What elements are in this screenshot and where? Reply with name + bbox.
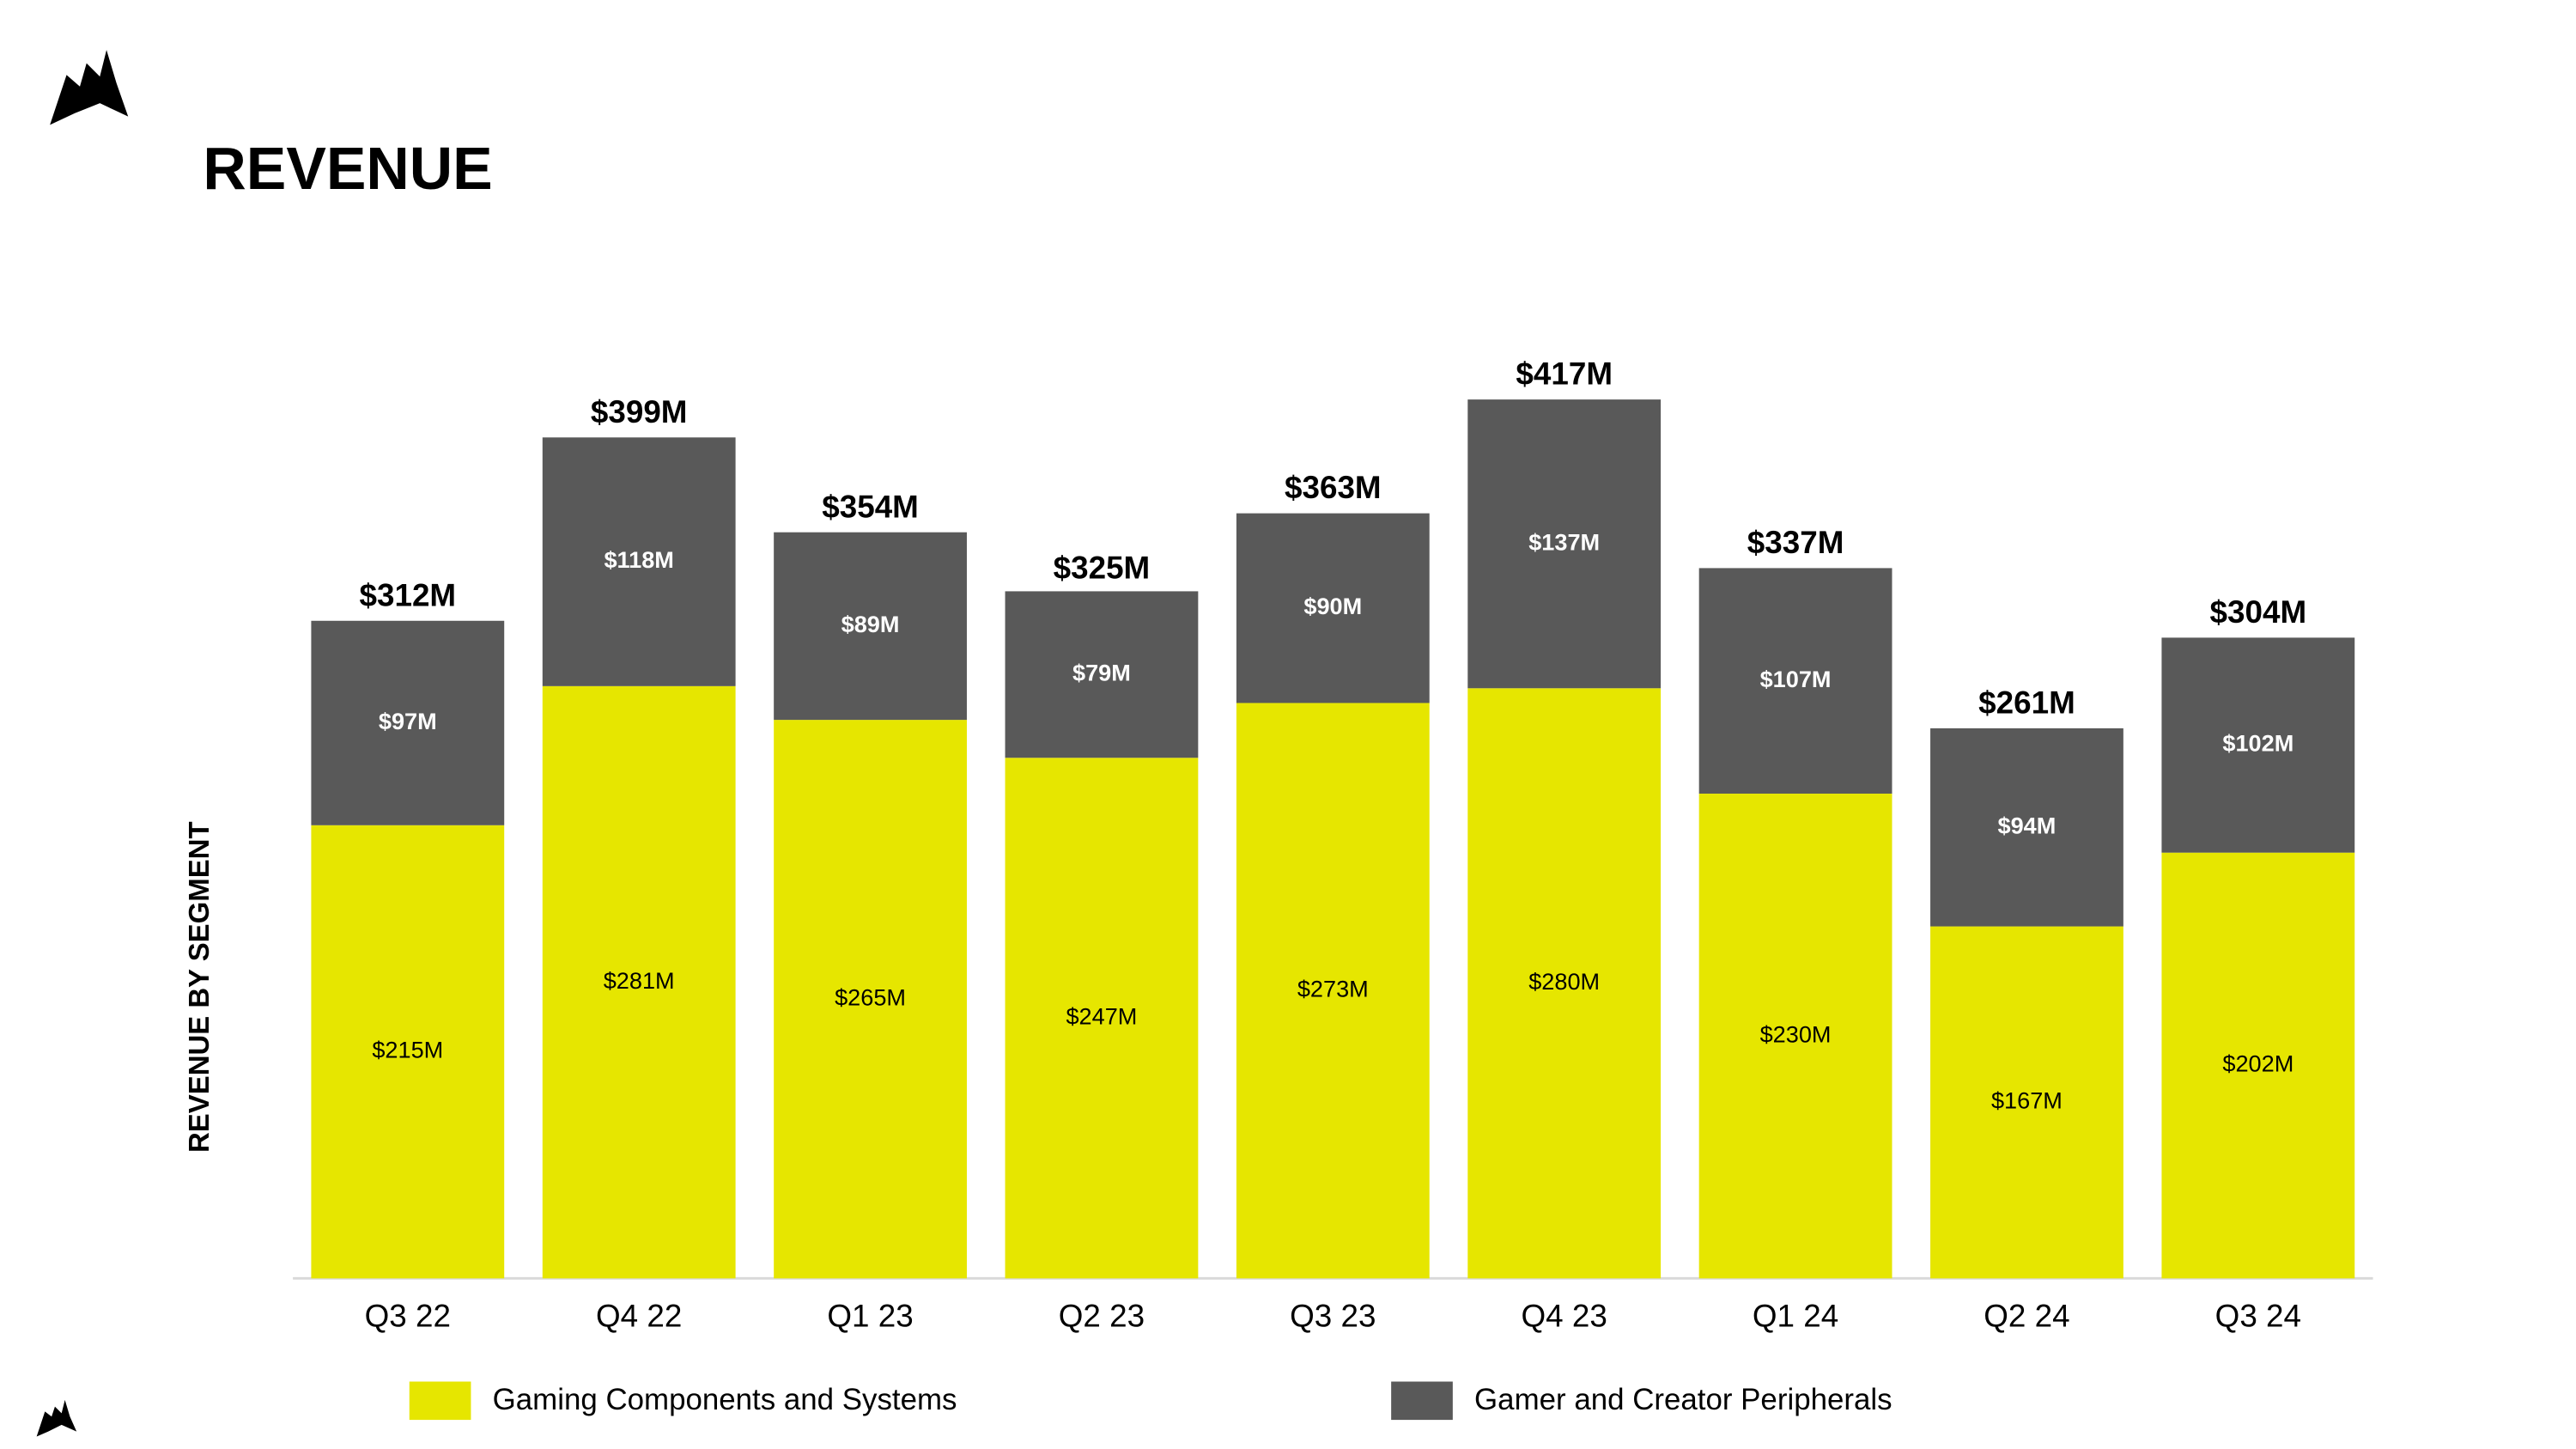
data-label: $230M	[1760, 1020, 1832, 1047]
bar-segment	[1930, 728, 2123, 927]
data-label: $265M	[835, 983, 906, 1010]
x-tick-label: Q3 22	[365, 1299, 451, 1334]
data-label: $281M	[604, 967, 675, 994]
total-label: $304M	[2210, 594, 2307, 630]
bar-segment	[1467, 399, 1662, 689]
legend-label: Gamer and Creator Peripherals	[1474, 1383, 1893, 1416]
bar-segment	[2161, 852, 2355, 1279]
x-tick-label: Q3 24	[2215, 1299, 2301, 1334]
data-label: $118M	[604, 546, 673, 573]
data-label: $79M	[1072, 660, 1131, 686]
bar-segment	[311, 825, 505, 1279]
x-tick-label: Q1 23	[827, 1299, 913, 1334]
data-label: $90M	[1303, 593, 1362, 619]
x-tick-label: Q2 23	[1059, 1299, 1145, 1334]
x-tick-label: Q3 23	[1290, 1299, 1376, 1334]
legend-label: Gaming Components and Systems	[493, 1383, 957, 1416]
data-label: $202M	[2222, 1050, 2293, 1077]
total-label: $354M	[822, 489, 919, 524]
total-label: $325M	[1054, 550, 1151, 585]
bar-segment	[1236, 513, 1430, 703]
chart-title: REVENUE	[203, 135, 492, 202]
total-label: $337M	[1747, 525, 1844, 560]
bar-segment	[1698, 568, 1893, 794]
total-label: $417M	[1516, 356, 1613, 392]
data-label: $89M	[841, 611, 900, 637]
total-label: $261M	[1978, 685, 2075, 720]
y-axis-label: REVENUE BY SEGMENT	[183, 821, 215, 1153]
bar-segment	[2161, 637, 2355, 853]
data-label: $215M	[372, 1037, 443, 1063]
bar-segment	[1005, 758, 1199, 1279]
x-tick-label: Q2 24	[1984, 1299, 2069, 1334]
data-label: $94M	[1998, 812, 2057, 838]
data-label: $137M	[1528, 528, 1600, 555]
x-tick-label: Q4 23	[1522, 1299, 1607, 1334]
data-label: $273M	[1297, 976, 1369, 1002]
x-tick-label: Q4 22	[596, 1299, 682, 1334]
total-label: $399M	[591, 394, 688, 429]
bar-segment	[542, 437, 736, 686]
x-tick-label: Q1 24	[1753, 1299, 1838, 1334]
data-label: $167M	[1991, 1087, 2063, 1114]
logo	[50, 50, 129, 125]
bar-segment	[542, 685, 736, 1279]
bar-segment	[1930, 926, 2123, 1279]
total-label: $312M	[360, 577, 457, 612]
logo-small	[36, 1399, 77, 1437]
bar-segment	[1698, 793, 1893, 1279]
data-label: $107M	[1760, 666, 1832, 692]
data-label: $280M	[1528, 968, 1600, 995]
bar-segment	[774, 720, 967, 1279]
bar-segment	[311, 620, 505, 825]
total-label: $363M	[1285, 470, 1382, 505]
bar-segment	[1236, 703, 1430, 1279]
legend-swatch	[1391, 1381, 1453, 1421]
data-label: $102M	[2222, 730, 2293, 757]
data-label: $247M	[1066, 1002, 1137, 1029]
bar-segment	[774, 532, 967, 721]
legend-swatch	[409, 1381, 471, 1421]
bar-segment	[1005, 591, 1199, 758]
data-label: $97M	[379, 708, 437, 734]
bar-segment	[1467, 688, 1662, 1279]
